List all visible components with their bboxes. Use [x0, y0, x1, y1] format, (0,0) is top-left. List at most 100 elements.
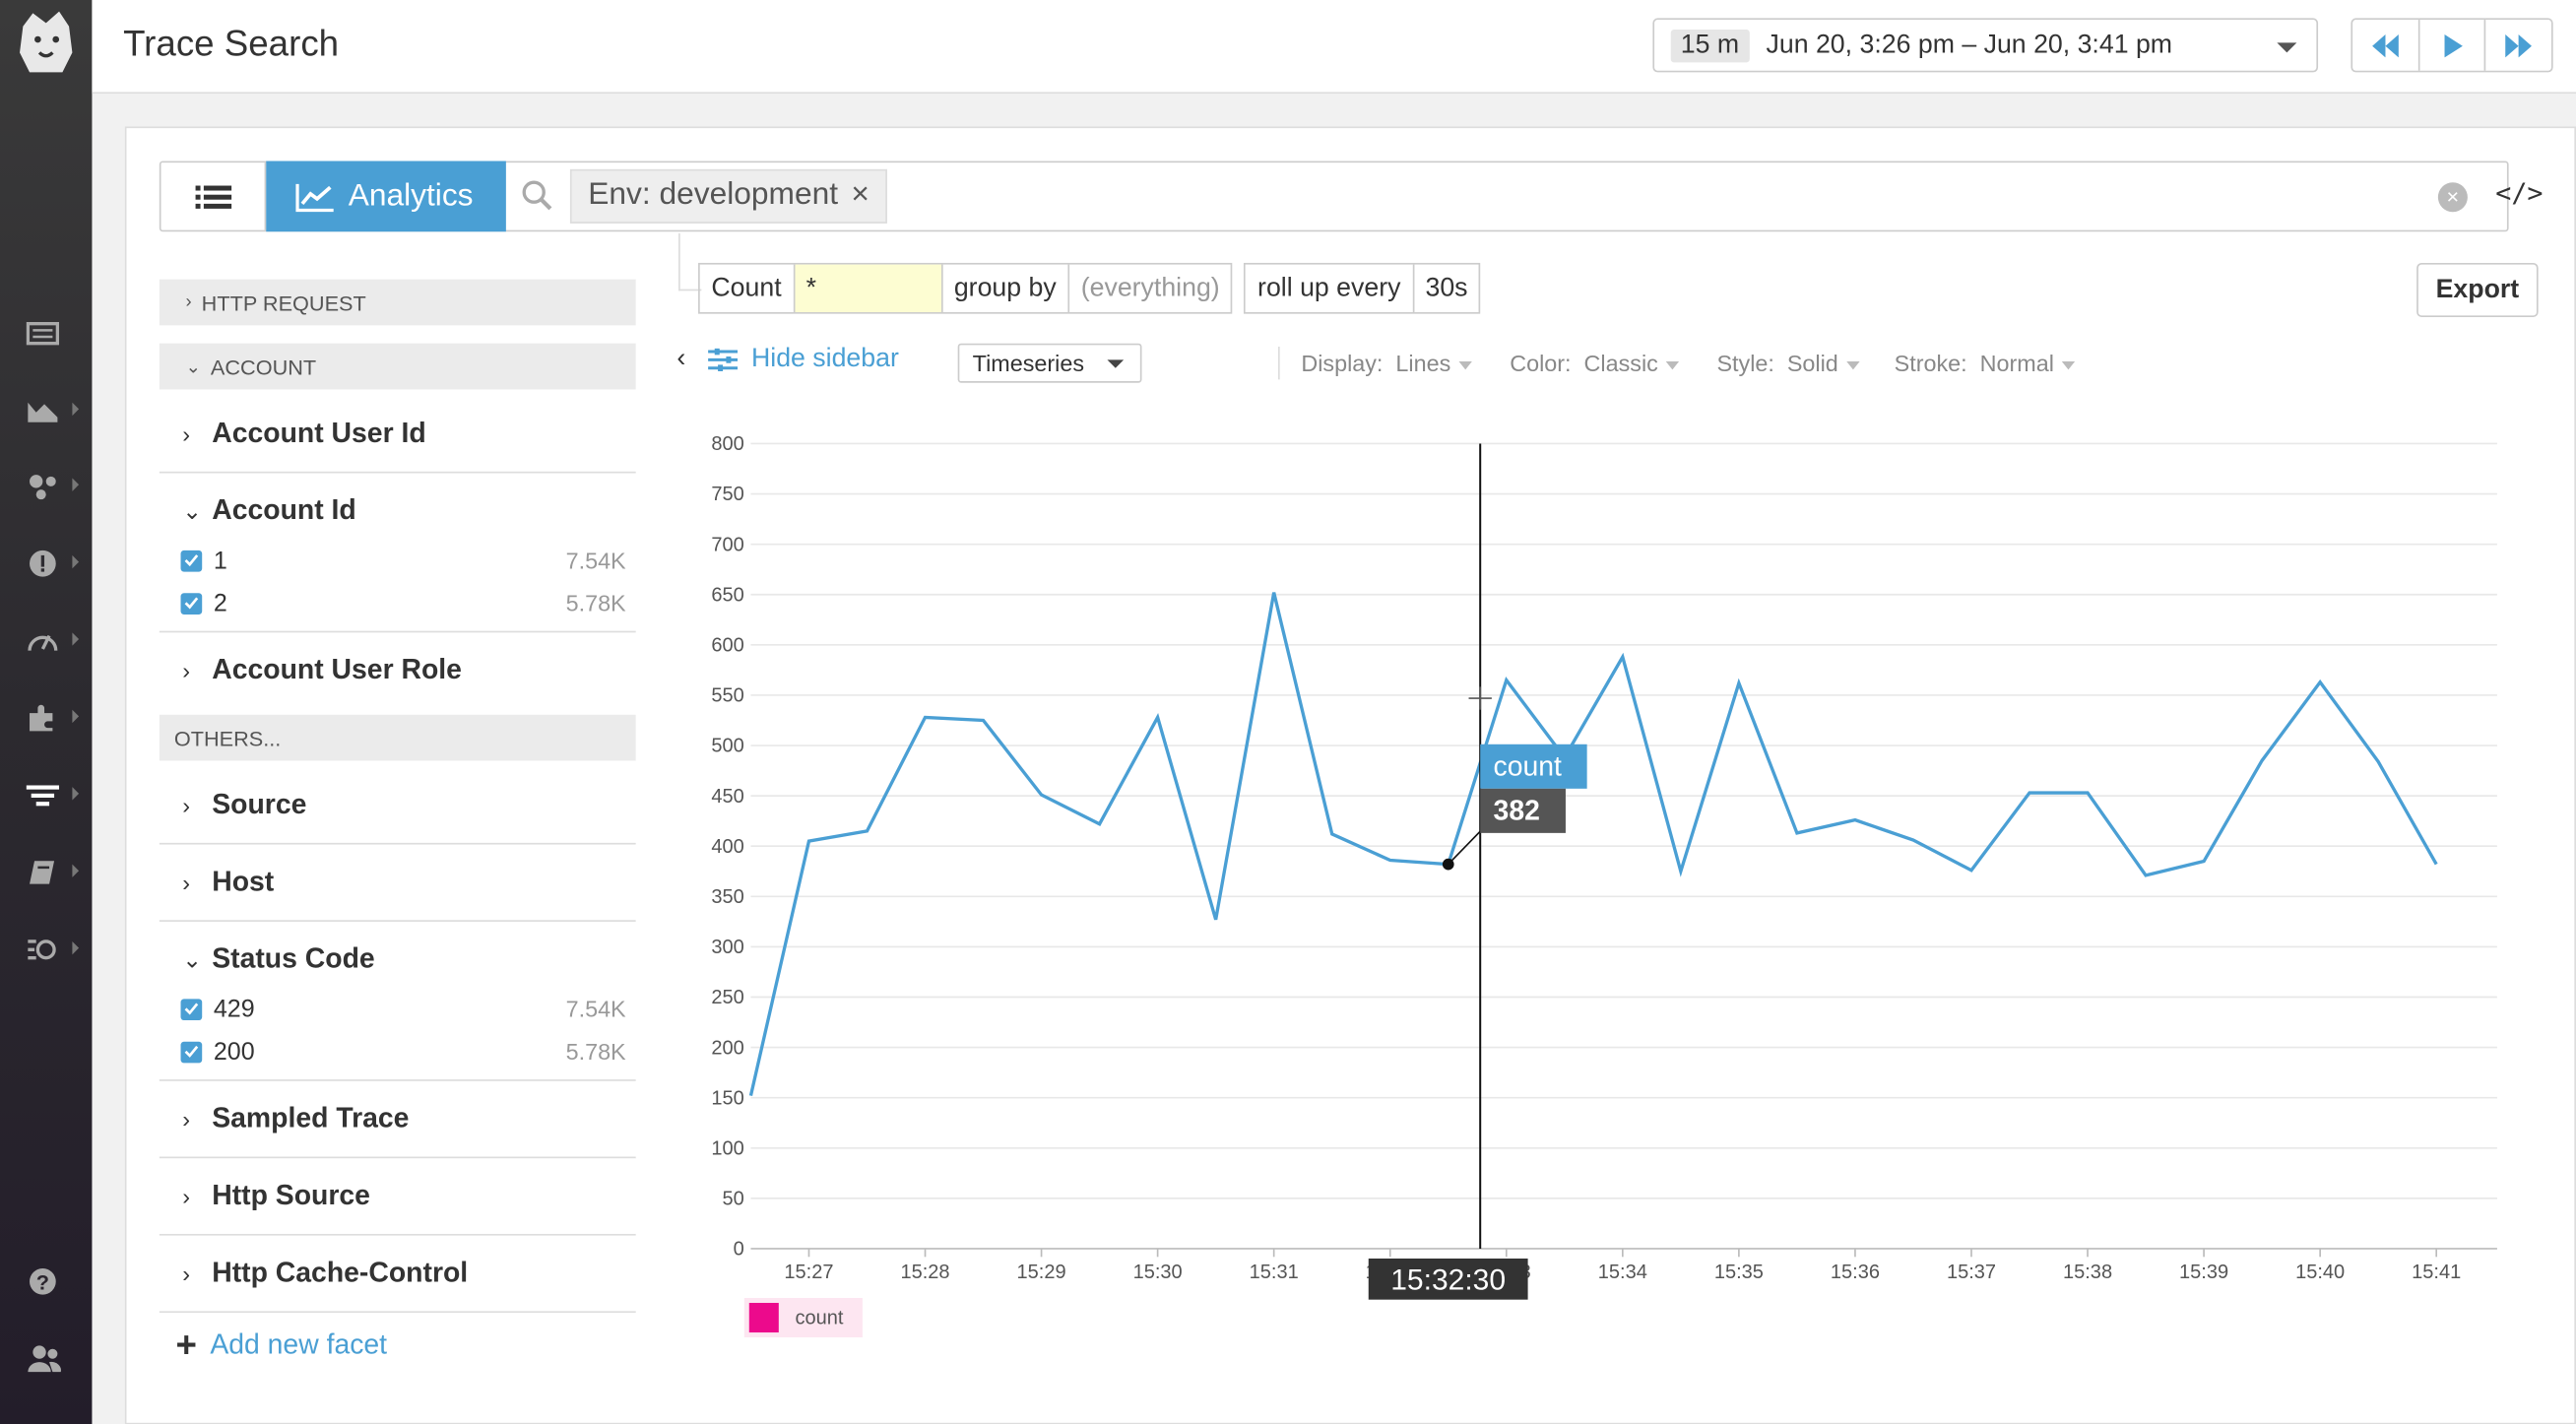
- analytics-tab-button[interactable]: Analytics: [266, 161, 506, 232]
- facet-title: Source: [212, 788, 307, 820]
- list-view-button[interactable]: [161, 162, 267, 230]
- clear-search-icon[interactable]: ×: [2437, 182, 2468, 213]
- facet-toggle[interactable]: ⌄ Status Code: [160, 922, 636, 998]
- chevron-down-icon: [1666, 360, 1680, 370]
- plus-icon: +: [175, 1324, 197, 1366]
- facet-toggle[interactable]: › Http Cache-Control: [160, 1236, 636, 1312]
- chevron-down-icon: [1107, 359, 1125, 368]
- chevron-right-icon: ›: [182, 1260, 190, 1287]
- display-option[interactable]: Display: Lines: [1301, 350, 1472, 376]
- logs-icon[interactable]: [26, 317, 66, 350]
- facet-toggle[interactable]: ⌄ Account Id: [160, 473, 636, 549]
- y-tick-label: 600: [711, 635, 743, 657]
- integrations-puzzle-icon[interactable]: [27, 701, 80, 734]
- facet-value-label: 2: [213, 589, 227, 617]
- env-filter-chip[interactable]: Env: development ×: [569, 168, 888, 224]
- play-icon: [2443, 33, 2463, 57]
- team-icon[interactable]: [27, 1342, 66, 1375]
- style-option[interactable]: Style: Solid: [1716, 350, 1860, 376]
- time-span-badge: 15 m: [1670, 30, 1750, 63]
- time-range-picker[interactable]: 15 m Jun 20, 3:26 pm – Jun 20, 3:41 pm: [1652, 18, 2319, 73]
- facet-toggle[interactable]: › Sampled Trace: [160, 1081, 636, 1157]
- synthetics-icon[interactable]: [27, 934, 80, 966]
- facet-toggle[interactable]: › Source: [160, 767, 636, 843]
- code-toggle-icon[interactable]: </>: [2495, 177, 2544, 209]
- checkbox-checked-icon[interactable]: [180, 550, 203, 571]
- chevron-down-icon[interactable]: [2277, 42, 2297, 53]
- y-tick-label: 350: [711, 886, 743, 908]
- rewind-button[interactable]: [2352, 20, 2419, 71]
- facet-sampled-trace: › Sampled Trace: [159, 1081, 636, 1159]
- facet-account-user-id: › Account User Id: [159, 396, 636, 474]
- facet-value-count: 7.54K: [565, 996, 626, 1022]
- facet-value-row[interactable]: 200 5.78K: [160, 1030, 636, 1072]
- hide-sidebar-label: Hide sidebar: [750, 345, 899, 373]
- facet-toggle[interactable]: › Account User Role: [160, 632, 636, 708]
- facet-toggle[interactable]: › Http Source: [160, 1158, 636, 1234]
- chart-legend[interactable]: count: [743, 1298, 863, 1338]
- facet-value-row[interactable]: 1 7.54K: [160, 539, 636, 581]
- checkbox-checked-icon[interactable]: [180, 1040, 203, 1063]
- time-range-label: Jun 20, 3:26 pm – Jun 20, 3:41 pm: [1766, 31, 2173, 60]
- group-by-input[interactable]: (everything): [1080, 273, 1220, 302]
- x-tick-label: 15:31: [1250, 1262, 1299, 1283]
- section-header-account[interactable]: ⌄ ACCOUNT: [159, 343, 636, 390]
- checkbox-checked-icon[interactable]: [180, 998, 203, 1020]
- facet-toggle[interactable]: › Host: [160, 845, 636, 921]
- monitors-alert-icon[interactable]: [27, 548, 80, 580]
- chevron-down-icon: ⌄: [182, 496, 202, 524]
- analytics-label: Analytics: [348, 178, 474, 214]
- chevron-right-icon: ›: [185, 291, 192, 312]
- x-tick-label: 15:39: [2179, 1262, 2228, 1283]
- help-icon[interactable]: ?: [27, 1265, 66, 1298]
- tooltip-connector: [1448, 830, 1481, 866]
- option-label: Color:: [1510, 350, 1572, 377]
- apm-gauge-icon[interactable]: [27, 624, 80, 657]
- chevron-down-icon: [2062, 360, 2076, 370]
- tooltip-series-label: count: [1494, 750, 1562, 782]
- play-button[interactable]: [2419, 20, 2486, 71]
- infrastructure-icon[interactable]: [27, 470, 80, 502]
- facet-title: Status Code: [212, 942, 375, 975]
- visualization-type-select[interactable]: Timeseries: [957, 343, 1142, 383]
- y-tick-label: 250: [711, 987, 743, 1008]
- checkbox-checked-icon[interactable]: [180, 592, 203, 615]
- dashboards-icon[interactable]: [27, 394, 80, 426]
- facet-value-row[interactable]: 429 7.54K: [160, 988, 636, 1030]
- add-facet-link[interactable]: + Add new facet: [160, 1313, 636, 1379]
- rollup-interval-select[interactable]: 30s: [1425, 273, 1468, 302]
- hide-sidebar-button[interactable]: ‹ Hide sidebar: [676, 345, 898, 374]
- stroke-option[interactable]: Stroke: Normal: [1895, 350, 2076, 376]
- y-tick-label: 700: [711, 534, 743, 555]
- fast-forward-icon: [2505, 33, 2533, 57]
- x-tick-label: 15:35: [1714, 1262, 1764, 1283]
- fast-forward-button[interactable]: [2486, 20, 2551, 71]
- section-label: HTTP REQUEST: [201, 290, 366, 315]
- rollup-group: roll up every 30s: [1244, 262, 1481, 314]
- y-tick-label: 0: [734, 1239, 744, 1261]
- x-tick-label: 15:38: [2063, 1262, 2112, 1283]
- y-tick-label: 200: [711, 1037, 743, 1059]
- notebooks-icon[interactable]: [27, 856, 80, 888]
- export-button[interactable]: Export: [2416, 262, 2539, 317]
- x-tick-label: 15:40: [2295, 1262, 2345, 1283]
- facet-toggle[interactable]: › Account User Id: [160, 396, 636, 472]
- facet-value-row[interactable]: 2 5.78K: [160, 582, 636, 624]
- facet-value-count: 7.54K: [565, 547, 626, 574]
- section-header-http-request[interactable]: › HTTP REQUEST: [159, 279, 636, 326]
- divider: [1277, 347, 1280, 380]
- facet-value-label: 1: [213, 546, 227, 575]
- chevron-down-icon: [1846, 360, 1860, 370]
- facet-title: Sampled Trace: [212, 1102, 410, 1134]
- section-header-others[interactable]: OTHERS...: [159, 714, 636, 761]
- measure-select[interactable]: Count: [700, 264, 795, 312]
- close-icon[interactable]: ×: [851, 177, 869, 213]
- y-tick-label: 650: [711, 584, 743, 606]
- measure-field-input[interactable]: *: [794, 264, 943, 312]
- trace-search-icon[interactable]: [26, 779, 80, 811]
- measure-group: Count * group by (everything): [698, 262, 1234, 314]
- datadog-logo-icon[interactable]: [13, 7, 79, 79]
- color-option[interactable]: Color: Classic: [1510, 350, 1680, 377]
